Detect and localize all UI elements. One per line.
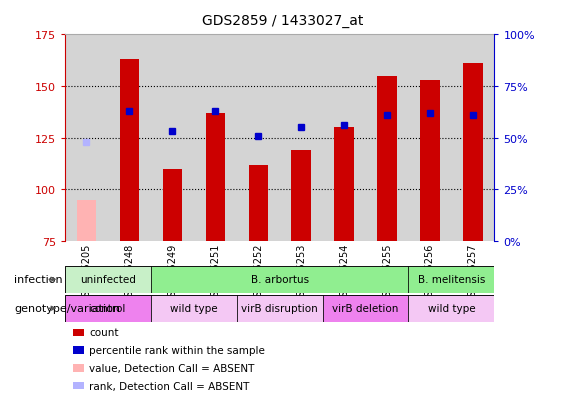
Bar — [65, 295, 151, 322]
Text: wild type: wild type — [170, 304, 218, 314]
Bar — [237, 295, 323, 322]
Text: virB disruption: virB disruption — [241, 304, 318, 314]
Text: percentile rank within the sample: percentile rank within the sample — [89, 345, 265, 355]
Text: count: count — [89, 328, 119, 337]
Bar — [323, 35, 366, 242]
Bar — [249, 165, 268, 242]
Bar — [151, 295, 237, 322]
Bar — [334, 128, 354, 242]
Text: uninfected: uninfected — [80, 275, 136, 285]
Text: wild type: wild type — [428, 304, 475, 314]
Bar — [206, 114, 225, 242]
Text: genotype/variation: genotype/variation — [14, 304, 120, 313]
Bar — [420, 81, 440, 242]
Text: virB deletion: virB deletion — [332, 304, 399, 314]
Bar — [377, 76, 397, 242]
Text: B. melitensis: B. melitensis — [418, 275, 485, 285]
Bar — [237, 35, 280, 242]
Bar — [408, 266, 494, 293]
Bar — [463, 64, 483, 242]
Bar — [292, 151, 311, 242]
Bar — [120, 60, 139, 242]
Text: infection: infection — [14, 275, 63, 285]
Bar — [408, 35, 451, 242]
Bar — [108, 35, 151, 242]
Bar — [323, 295, 408, 322]
Bar — [151, 266, 408, 293]
Bar — [451, 35, 494, 242]
Bar — [280, 35, 323, 242]
Text: value, Detection Call = ABSENT: value, Detection Call = ABSENT — [89, 363, 255, 373]
Bar — [366, 35, 408, 242]
Bar — [163, 169, 182, 242]
Bar — [151, 35, 194, 242]
Bar — [77, 200, 96, 242]
Text: control: control — [90, 304, 126, 314]
Bar — [65, 266, 151, 293]
Bar — [194, 35, 237, 242]
Bar — [65, 35, 108, 242]
Text: GDS2859 / 1433027_at: GDS2859 / 1433027_at — [202, 14, 363, 28]
Bar — [408, 295, 494, 322]
Text: B. arbortus: B. arbortus — [251, 275, 308, 285]
Text: rank, Detection Call = ABSENT: rank, Detection Call = ABSENT — [89, 381, 250, 391]
